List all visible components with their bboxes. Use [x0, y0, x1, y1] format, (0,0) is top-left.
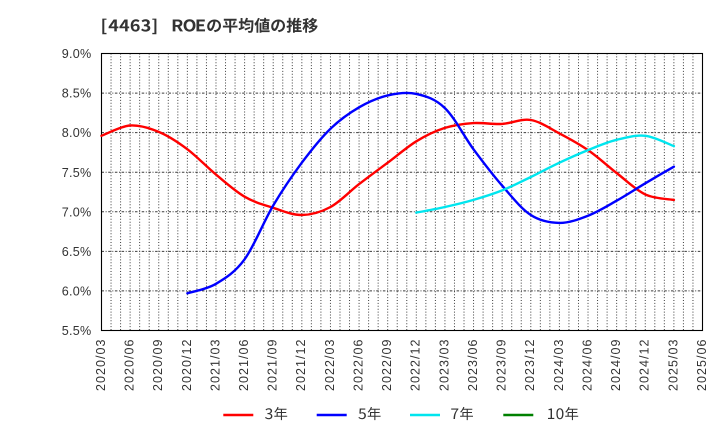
svg-text:2024/12: 2024/12	[638, 338, 652, 391]
svg-text:2023/09: 2023/09	[495, 338, 509, 391]
svg-text:2023/12: 2023/12	[523, 338, 537, 391]
svg-text:2024/03: 2024/03	[552, 338, 566, 391]
svg-text:2022/06: 2022/06	[352, 338, 366, 391]
svg-text:7.0%: 7.0%	[62, 205, 92, 219]
svg-text:2020/12: 2020/12	[180, 338, 194, 391]
svg-text:2022/09: 2022/09	[380, 338, 394, 391]
svg-text:2024/09: 2024/09	[609, 338, 623, 391]
svg-text:6.0%: 6.0%	[62, 285, 92, 299]
svg-text:2021/03: 2021/03	[208, 338, 222, 391]
svg-text:2020/09: 2020/09	[151, 338, 165, 391]
svg-text:2021/09: 2021/09	[266, 338, 280, 391]
svg-text:9.0%: 9.0%	[62, 47, 92, 61]
svg-text:2021/06: 2021/06	[237, 338, 251, 391]
svg-text:2020/03: 2020/03	[94, 338, 108, 391]
svg-text:2020/06: 2020/06	[123, 338, 137, 391]
svg-text:2025/06: 2025/06	[695, 338, 709, 391]
svg-text:2022/03: 2022/03	[323, 338, 337, 391]
svg-text:8.0%: 8.0%	[62, 126, 92, 140]
svg-text:2022/12: 2022/12	[409, 338, 423, 391]
svg-text:2021/12: 2021/12	[294, 338, 308, 391]
svg-text:2024/06: 2024/06	[580, 338, 594, 391]
svg-text:2025/03: 2025/03	[666, 338, 680, 391]
svg-text:8.5%: 8.5%	[62, 87, 92, 101]
svg-text:5.5%: 5.5%	[62, 324, 92, 338]
svg-text:6.5%: 6.5%	[62, 245, 92, 259]
svg-text:7.5%: 7.5%	[62, 166, 92, 180]
svg-text:2023/03: 2023/03	[437, 338, 451, 391]
svg-text:2023/06: 2023/06	[466, 338, 480, 391]
